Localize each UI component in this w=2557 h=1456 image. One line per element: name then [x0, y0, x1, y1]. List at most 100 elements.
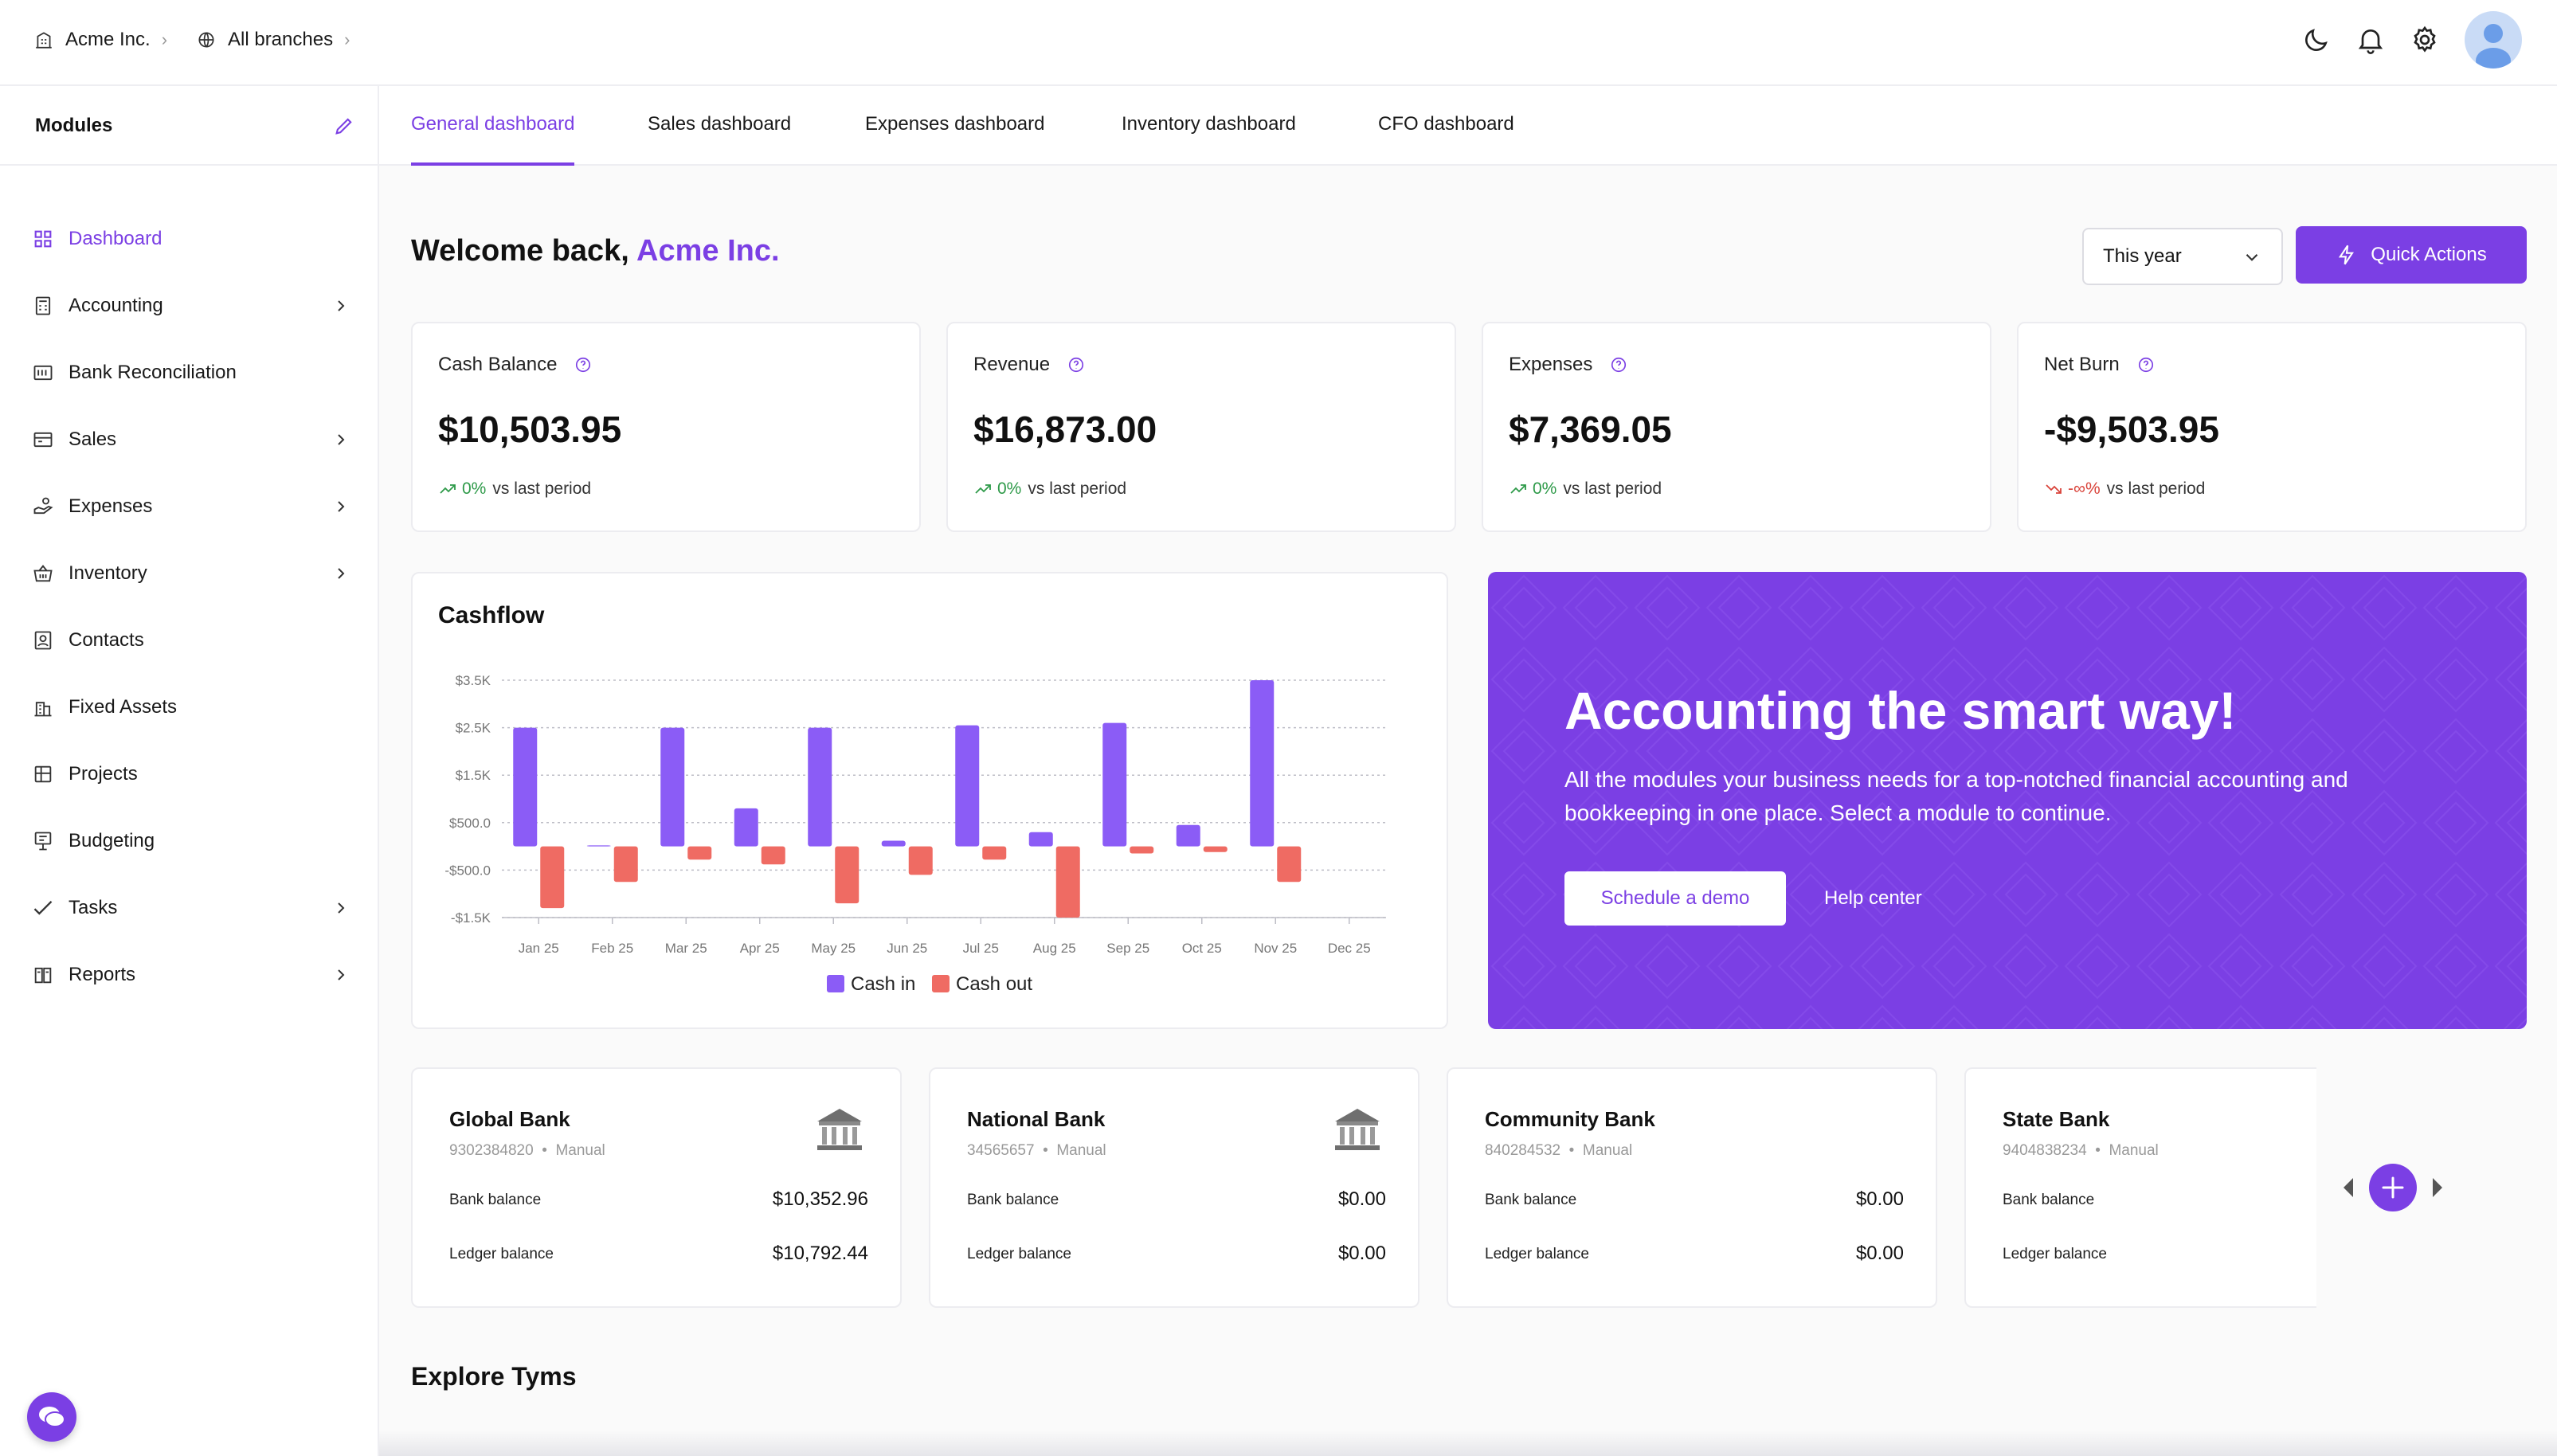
bar-cash-in: [1028, 832, 1053, 847]
bar-cash-in: [808, 727, 832, 847]
bank-account-number: 9404838234: [2003, 1142, 2087, 1159]
bell-icon[interactable]: [2355, 24, 2387, 56]
ledger-balance-value: $0.00: [1855, 1243, 1904, 1264]
grid-icon: [34, 230, 52, 248]
sidebar-item-accounting[interactable]: Accounting: [32, 284, 358, 328]
sidebar-item-budgeting[interactable]: Budgeting: [32, 819, 358, 863]
kpi-card-cash-balance: Cash Balance $10,503.95 0% vs last perio…: [411, 322, 921, 532]
kpi-change-percent: 0%: [1533, 479, 1557, 498]
help-icon[interactable]: [1067, 356, 1085, 374]
bank-balance-row: Bank balance: [2003, 1192, 2316, 1209]
promo-body: All the modules your business needs for …: [1564, 767, 2348, 825]
bank-type: Manual: [1056, 1142, 1106, 1159]
dashboard-tabs: General dashboard Sales dashboard Expens…: [379, 86, 2557, 166]
kpi-card-expenses: Expenses $7,369.05 0% vs last period: [1482, 322, 1991, 532]
modules-title: Modules: [35, 115, 113, 136]
help-center-link[interactable]: Help center: [1824, 887, 1922, 909]
moon-icon[interactable]: [2301, 24, 2332, 56]
sidebar-item-label: Accounting: [69, 295, 163, 316]
kpi-card-net-burn: Net Burn -$9,503.95 -∞% vs last period: [2017, 322, 2527, 532]
legend-label: Cash out: [956, 973, 1032, 995]
kpi-label-text: Cash Balance: [438, 354, 558, 375]
calculator-icon: [35, 296, 51, 315]
kpi-change-percent: 0%: [997, 479, 1022, 498]
bar-cash-out: [1277, 846, 1302, 883]
y-tick-label: $500.0: [449, 816, 491, 831]
schedule-demo-button[interactable]: Schedule a demo: [1564, 871, 1786, 926]
branch-switcher[interactable]: All branches ›: [196, 24, 350, 56]
bar-cash-out: [1130, 846, 1154, 854]
kpi-change: 0% vs last period: [438, 479, 591, 499]
period-select[interactable]: This year: [2082, 228, 2283, 285]
edit-icon[interactable]: [333, 115, 355, 137]
kpi-value: $10,503.95: [438, 409, 622, 450]
bank-card-state[interactable]: State Bank 9404838234 • Manual Bank bala…: [1964, 1067, 2316, 1308]
gear-icon[interactable]: [2409, 24, 2441, 56]
chevron-right-icon: ›: [344, 29, 350, 49]
bank-card-national[interactable]: National Bank 34565657 • Manual Bank bal…: [929, 1067, 1419, 1308]
kpi-label-text: Net Burn: [2044, 354, 2120, 375]
top-bar: Acme Inc. › All branches ›: [0, 0, 2557, 86]
sidebar-item-expenses[interactable]: Expenses: [32, 484, 358, 529]
bank-type: Manual: [1582, 1142, 1633, 1159]
tab-inventory-dashboard[interactable]: Inventory dashboard: [1122, 113, 1296, 135]
ledger-balance-row: Ledger balance: [2003, 1246, 2316, 1263]
y-tick-label: -$500.0: [444, 863, 491, 878]
help-icon[interactable]: [574, 356, 592, 374]
sidebar-item-inventory[interactable]: Inventory: [32, 551, 358, 596]
sidebar-item-projects[interactable]: Projects: [32, 752, 358, 796]
sidebar-item-fixed-assets[interactable]: Fixed Assets: [32, 685, 358, 730]
user-icon: [2476, 24, 2511, 68]
add-bank-button[interactable]: [2369, 1164, 2417, 1211]
period-select-value: This year: [2103, 245, 2182, 267]
tab-general-dashboard[interactable]: General dashboard: [411, 86, 575, 166]
carousel-prev-icon[interactable]: [2340, 1176, 2356, 1199]
kpi-value: -$9,503.95: [2044, 409, 2219, 450]
sidebar-item-bank-reconciliation[interactable]: Bank Reconciliation: [32, 350, 358, 395]
bar-cash-in: [881, 840, 906, 847]
x-tick-label: Jan 25: [519, 941, 559, 956]
building-icon: [36, 32, 52, 49]
hand-coins-icon: [33, 497, 53, 515]
bar-cash-in: [1250, 680, 1275, 847]
sidebar-item-tasks[interactable]: Tasks: [32, 886, 358, 930]
carousel-next-icon[interactable]: [2430, 1176, 2445, 1199]
bar-cash-out: [982, 846, 1007, 860]
avatar[interactable]: [2465, 11, 2522, 68]
trend-up-icon: [440, 484, 456, 494]
bank-balance-value: $0.00: [1337, 1188, 1386, 1210]
bank-name: Global Bank: [449, 1107, 570, 1131]
chevron-right-icon: ›: [161, 29, 168, 49]
tab-expenses-dashboard[interactable]: Expenses dashboard: [865, 113, 1045, 135]
receipt-icon: [33, 432, 53, 448]
tab-cfo-dashboard[interactable]: CFO dashboard: [1378, 113, 1514, 135]
bank-meta: 34565657 • Manual: [967, 1142, 1106, 1159]
kpi-change-suffix: vs last period: [1563, 479, 1662, 498]
ledger-balance-label: Ledger balance: [967, 1246, 1071, 1262]
kpi-value: $7,369.05: [1509, 409, 1672, 450]
sidebar-item-sales[interactable]: Sales: [32, 417, 358, 462]
sidebar-item-label: Bank Reconciliation: [69, 362, 237, 383]
bank-name: National Bank: [967, 1107, 1106, 1131]
cashflow-chart: $3.5K $2.5K $1.5K $500.0 -$500.0 -$1.5K Jan 25…: [444, 673, 1386, 995]
sidebar-item-contacts[interactable]: Contacts: [32, 618, 358, 663]
chat-button[interactable]: [27, 1392, 76, 1442]
sidebar-item-reports[interactable]: Reports: [32, 953, 358, 997]
sidebar-item-label: Budgeting: [69, 830, 155, 851]
help-icon[interactable]: [1610, 356, 1627, 374]
quick-actions-button[interactable]: Quick Actions: [2296, 226, 2527, 284]
bar-cash-in: [734, 808, 758, 847]
promo-pattern: [1488, 572, 2527, 1029]
bank-card-community[interactable]: Community Bank 840284532 • Manual Bank b…: [1447, 1067, 1937, 1308]
sidebar-item-dashboard[interactable]: Dashboard: [32, 217, 358, 261]
bank-building-icon: [1335, 1109, 1380, 1150]
chart-title: Cashflow: [438, 602, 545, 628]
help-icon[interactable]: [2137, 356, 2155, 374]
company-switcher[interactable]: Acme Inc. ›: [33, 24, 167, 56]
ledger-balance-row: Ledger balance $0.00: [1485, 1243, 1904, 1264]
bank-card-global[interactable]: Global Bank 9302384820 • Manual Bank bal…: [411, 1067, 902, 1308]
welcome-prefix: Welcome back,: [411, 234, 637, 268]
ledger-balance-value: $10,792.44: [772, 1243, 868, 1264]
tab-sales-dashboard[interactable]: Sales dashboard: [648, 113, 792, 135]
kpi-value: $16,873.00: [973, 409, 1157, 450]
